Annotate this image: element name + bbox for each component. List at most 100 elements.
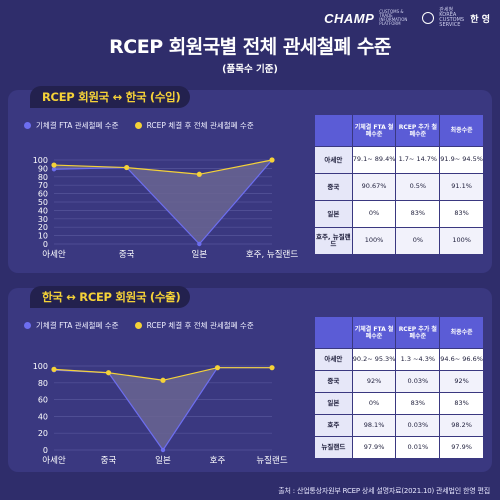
- import-series-2-point: [124, 164, 130, 171]
- champ-logo-subtext: CUSTOMS & TRADE INFORMATION PLATFORM: [379, 9, 408, 26]
- import-table-cell: 83%: [395, 200, 441, 228]
- import-ytick-label: 30: [38, 215, 48, 224]
- page-subtitle: (품목수 기준): [222, 64, 278, 75]
- export-series-2-point: [214, 365, 221, 371]
- export-series-2-point: [269, 365, 275, 371]
- export-table-cell: 0.01%: [395, 436, 441, 459]
- customs-seal-icon: [422, 12, 435, 24]
- export-table-row: 아세안 90.2~ 95.3% 1.3 ~4.3% 94.6~ 96.6%: [314, 348, 484, 371]
- import-table-cell: 0%: [395, 227, 441, 255]
- import-ytick-label: 80: [38, 173, 48, 182]
- export-table-row: 뉴질랜드 97.9% 0.01% 97.9%: [314, 436, 484, 459]
- legend-dot-yellow-icon: [134, 122, 142, 129]
- customs-logo-text: 관세청 KOREA CUSTOMS SERVICE: [439, 7, 465, 28]
- import-ytick-label: 0: [43, 240, 48, 249]
- export-table-cell: 0.03%: [395, 370, 441, 393]
- import-table-row: 일본 0% 83% 83%: [314, 200, 484, 228]
- export-legend-series-1: 기체결 FTA 관세철폐 수준: [36, 321, 119, 330]
- import-table-cell: 90.67%: [351, 173, 397, 201]
- import-table-cell: 1.7~ 14.7%: [395, 146, 441, 174]
- import-table-cell: 91.1%: [439, 173, 484, 201]
- import-series-2-point: [51, 162, 57, 168]
- export-table-cell: 92%: [351, 370, 397, 393]
- import-series-1-line: [53, 159, 273, 245]
- import-table-row-label: 호주, 뉴질랜드: [314, 227, 353, 255]
- champ-logo: CHAMP: [324, 10, 375, 26]
- export-table-cell: 0%: [351, 392, 397, 415]
- import-xtick-label: 중국: [119, 250, 135, 260]
- export-legend: 기체결 FTA 관세철폐 수준 RCEP 체결 후 전체 관세철폐 수준: [24, 320, 254, 331]
- page-title: RCEP 회원국별 전체 관세철폐 수준: [109, 36, 391, 58]
- import-table-row-label: 중국: [314, 173, 353, 201]
- export-table-row: 호주 98.1% 0.03% 98.2%: [314, 414, 484, 437]
- import-series-2-point: [196, 171, 202, 177]
- import-table-row: 중국 90.67% 0.5% 91.1%: [314, 173, 484, 201]
- export-series-2-point: [160, 377, 166, 383]
- import-xtick-label: 아세안: [42, 249, 66, 260]
- import-table-cell: 91.9~ 94.5%: [439, 146, 484, 174]
- export-table-cell: 83%: [395, 392, 441, 415]
- import-ytick-label: 90: [38, 164, 48, 173]
- legend-dot-blue-icon: [24, 122, 31, 129]
- import-table-cell: 83%: [439, 200, 484, 228]
- import-table-row-label: 일본: [314, 200, 353, 228]
- import-table-cell: 0%: [351, 200, 397, 228]
- import-chart-title: RCEP 회원국 ↔ 한국 (수입): [30, 86, 191, 108]
- export-table-header-cell: 기체결 FTA 철폐수준: [351, 316, 397, 349]
- import-series-2-point: [269, 157, 275, 163]
- import-table: 기체결 FTA 철폐수준 RCEP 추가 철폐수준 최종수준 아세안 79.1~ 89.…: [314, 114, 484, 255]
- legend-dot-blue-icon: [24, 322, 31, 329]
- export-table-cell: 83%: [439, 392, 484, 415]
- export-series-1-point: [160, 447, 166, 453]
- export-gap-area: [54, 367, 272, 450]
- import-ytick-label: 10: [38, 232, 48, 241]
- export-ytick-label: 20: [38, 429, 48, 438]
- export-table-row-label: 뉴질랜드: [314, 436, 353, 459]
- export-table-row: 중국 92% 0.03% 92%: [314, 370, 484, 393]
- import-ytick-label: 60: [38, 190, 48, 199]
- import-series-2-line: [53, 159, 273, 175]
- header-logos: CHAMP CUSTOMS & TRADE INFORMATION PLATFO…: [324, 8, 490, 28]
- export-table-cell: 92%: [439, 370, 484, 393]
- export-chart-title: 한국 ↔ RCEP 회원국 (수출): [30, 286, 191, 308]
- import-table-row-label: 아세안: [314, 146, 353, 174]
- import-legend-series-1: 기체결 FTA 관세철폐 수준: [36, 121, 119, 130]
- import-table-header-cell: RCEP 추가 철폐수준: [395, 114, 441, 147]
- import-table-cell: 100%: [439, 227, 484, 255]
- import-ytick-label: 70: [38, 181, 48, 190]
- export-table-header-cell: [314, 316, 353, 349]
- import-table-cell: 100%: [351, 227, 397, 255]
- export-ytick-label: 80: [38, 379, 48, 388]
- export-table-cell: 0.03%: [395, 414, 441, 437]
- import-table-cell: 0.5%: [395, 173, 441, 201]
- import-table-cell: 79.1~ 89.4%: [351, 146, 397, 174]
- export-ytick-label: 40: [38, 412, 48, 421]
- export-series-2-point: [105, 370, 112, 376]
- export-table-cell: 90.2~ 95.3%: [351, 348, 397, 371]
- export-table-cell: 97.9%: [351, 436, 397, 459]
- import-table-header-cell: [314, 114, 353, 147]
- export-ytick-label: 100: [33, 362, 48, 371]
- legend-dot-yellow-icon: [134, 322, 142, 329]
- source-note: 출처 : 산업통상자원부 RCEP 상세 설명자료(2021.10) 관세법인 …: [278, 487, 490, 495]
- export-table-cell: 97.9%: [439, 436, 484, 459]
- export-legend-series-2: RCEP 체결 후 전체 관세철폐 수준: [146, 321, 254, 330]
- export-table-row-label: 호주: [314, 414, 353, 437]
- import-legend-series-2: RCEP 체결 후 전체 관세철폐 수준: [146, 121, 254, 130]
- export-table-header-cell: 최종수준: [439, 316, 484, 349]
- export-ytick-label: 60: [38, 396, 48, 405]
- import-table-row: 아세안 79.1~ 89.4% 1.7~ 14.7% 91.9~ 94.5%: [314, 146, 484, 174]
- export-ytick-label: 0: [43, 446, 48, 455]
- export-table-row-label: 일본: [314, 392, 353, 415]
- import-table-header-cell: 최종수준: [439, 114, 484, 147]
- import-series-1-point: [197, 241, 202, 247]
- export-table-cell: 98.2%: [439, 414, 484, 437]
- export-xtick-label: 일본: [155, 456, 171, 466]
- export-table-cell: 94.6~ 96.6%: [439, 348, 484, 371]
- export-xtick-label: 중국: [101, 456, 117, 466]
- export-table-row: 일본 0% 83% 83%: [314, 392, 484, 415]
- import-table-row: 호주, 뉴질랜드 100% 0% 100%: [314, 227, 484, 255]
- import-ytick-label: 50: [38, 198, 48, 207]
- import-series-1-point: [51, 167, 57, 172]
